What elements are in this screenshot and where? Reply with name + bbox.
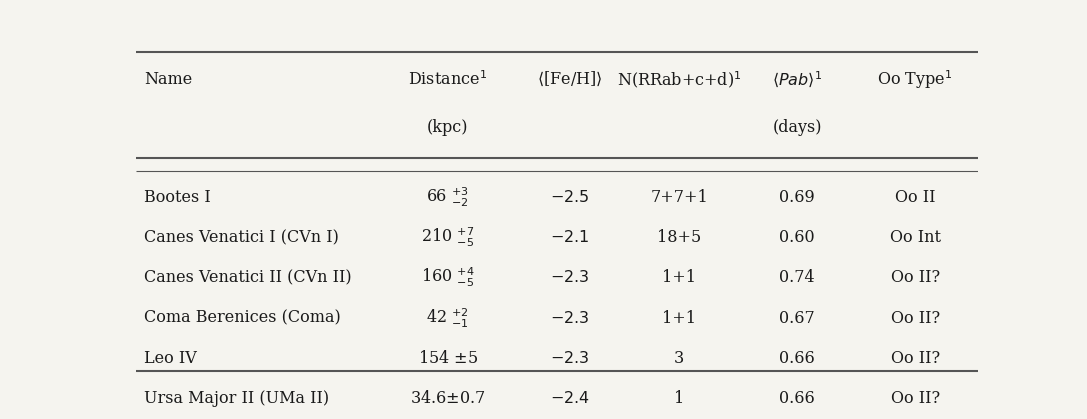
Text: 0.66: 0.66: [779, 390, 815, 407]
Text: 0.66: 0.66: [779, 350, 815, 367]
Text: 1: 1: [674, 390, 685, 407]
Text: 0.69: 0.69: [779, 189, 815, 206]
Text: Canes Venatici II (CVn II): Canes Venatici II (CVn II): [145, 269, 352, 286]
Text: 160 $^{+4}_{-5}$: 160 $^{+4}_{-5}$: [421, 266, 474, 290]
Text: Distance$^1$: Distance$^1$: [408, 70, 487, 89]
Text: N(RRab+c+d)$^1$: N(RRab+c+d)$^1$: [617, 69, 741, 90]
Text: 210 $^{+7}_{-5}$: 210 $^{+7}_{-5}$: [421, 226, 474, 249]
Text: Canes Venatici I (CVn I): Canes Venatici I (CVn I): [145, 229, 339, 246]
Text: $\langle$[Fe/H]$\rangle$: $\langle$[Fe/H]$\rangle$: [537, 70, 602, 88]
Text: Oo II?: Oo II?: [890, 350, 939, 367]
Text: 42 $^{+2}_{-1}$: 42 $^{+2}_{-1}$: [426, 306, 470, 330]
Text: 18+5: 18+5: [658, 229, 701, 246]
Text: Oo Type$^1$: Oo Type$^1$: [877, 68, 953, 91]
Text: (kpc): (kpc): [427, 119, 468, 136]
Text: $-2.3$: $-2.3$: [550, 350, 589, 367]
Text: $-2.3$: $-2.3$: [550, 310, 589, 326]
Text: 1+1: 1+1: [662, 310, 697, 326]
Text: Bootes I: Bootes I: [145, 189, 211, 206]
Text: 0.74: 0.74: [779, 269, 815, 286]
Text: 0.67: 0.67: [779, 310, 815, 326]
Text: 7+7+1: 7+7+1: [650, 189, 708, 206]
Text: $-2.4$: $-2.4$: [550, 390, 589, 407]
Text: $-2.5$: $-2.5$: [550, 189, 589, 206]
Text: 66 $^{+3}_{-2}$: 66 $^{+3}_{-2}$: [426, 186, 468, 209]
Text: Oo II?: Oo II?: [890, 390, 939, 407]
Text: Ursa Major II (UMa II): Ursa Major II (UMa II): [145, 390, 329, 407]
Text: Leo IV: Leo IV: [145, 350, 197, 367]
Text: Oo Int: Oo Int: [889, 229, 940, 246]
Text: 154 $\pm$5: 154 $\pm$5: [417, 350, 477, 367]
Text: 34.6$\pm$0.7: 34.6$\pm$0.7: [410, 390, 485, 407]
Text: 3: 3: [674, 350, 685, 367]
Text: Oo II?: Oo II?: [890, 310, 939, 326]
Text: $\langle Pab\rangle^1$: $\langle Pab\rangle^1$: [772, 70, 822, 89]
Text: 0.60: 0.60: [779, 229, 815, 246]
Text: Name: Name: [145, 71, 192, 88]
Text: Oo II?: Oo II?: [890, 269, 939, 286]
Text: $-2.1$: $-2.1$: [550, 229, 589, 246]
Text: Oo II: Oo II: [895, 189, 936, 206]
Text: (days): (days): [773, 119, 822, 136]
Text: 1+1: 1+1: [662, 269, 697, 286]
Text: $-2.3$: $-2.3$: [550, 269, 589, 286]
Text: Coma Berenices (Coma): Coma Berenices (Coma): [145, 310, 341, 326]
